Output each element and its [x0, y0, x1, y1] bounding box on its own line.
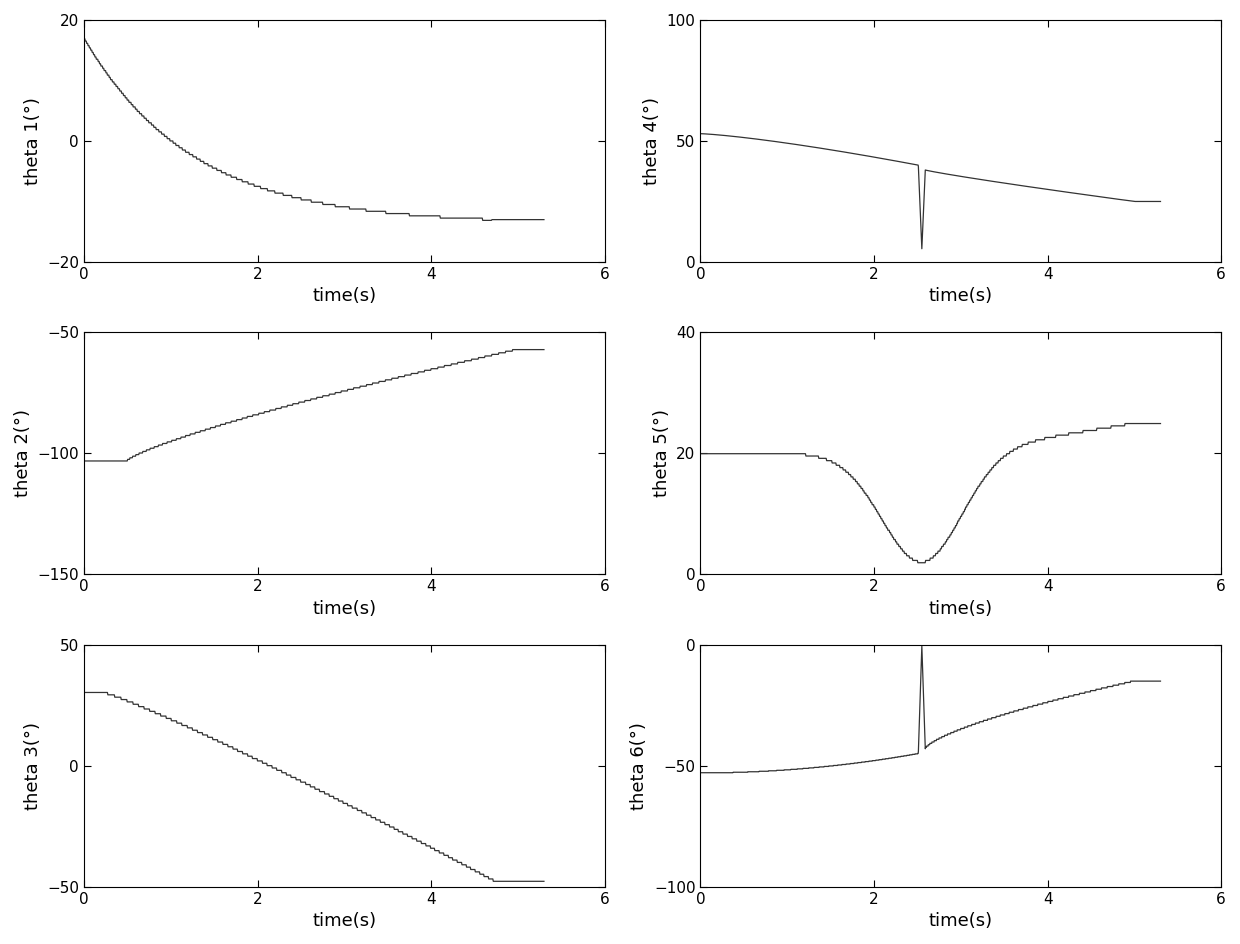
X-axis label: time(s): time(s): [312, 599, 377, 617]
Y-axis label: theta 6(°): theta 6(°): [630, 722, 649, 810]
Y-axis label: theta 3(°): theta 3(°): [24, 721, 41, 810]
X-axis label: time(s): time(s): [929, 287, 993, 306]
Y-axis label: theta 4(°): theta 4(°): [644, 97, 661, 185]
Y-axis label: theta 5(°): theta 5(°): [652, 410, 671, 497]
X-axis label: time(s): time(s): [312, 912, 377, 930]
X-axis label: time(s): time(s): [929, 912, 993, 930]
X-axis label: time(s): time(s): [929, 599, 993, 617]
X-axis label: time(s): time(s): [312, 287, 377, 306]
Y-axis label: theta 2(°): theta 2(°): [14, 410, 32, 497]
Y-axis label: theta 1(°): theta 1(°): [24, 97, 41, 185]
